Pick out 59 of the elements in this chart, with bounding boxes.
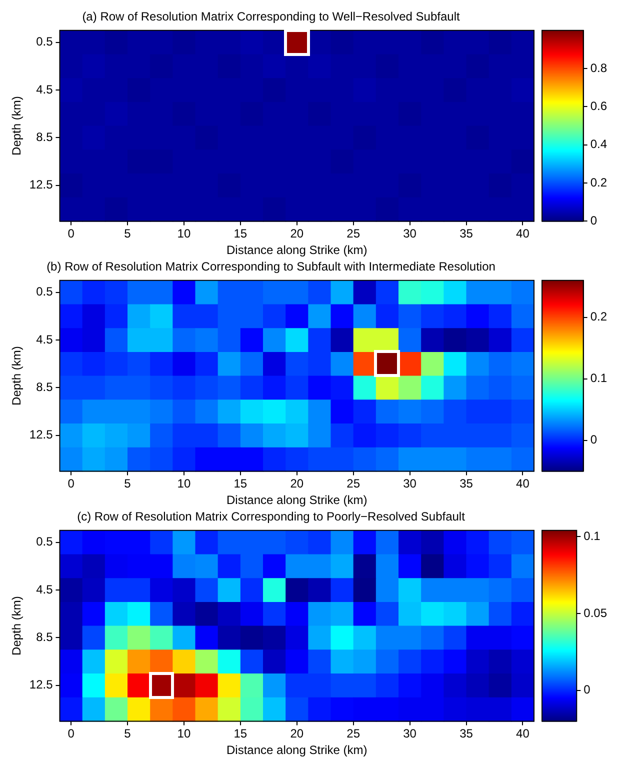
x-tick-label: 25 [346,226,360,241]
y-tick-label: 4.5 [36,332,54,346]
x-axis-title: Distance along Strike (km) [226,493,368,508]
x-tick-label: 10 [177,726,191,741]
x-tick-label: 5 [124,476,132,491]
x-tick-label: 15 [234,476,248,491]
x-tick-label: 0 [68,726,75,741]
y-tick-label: 12.5 [29,428,54,442]
x-tick-label: 25 [346,476,360,491]
x-tick-label: 40 [516,476,530,491]
y-tick-label: 12.5 [29,178,54,192]
x-tick-label: 10 [177,476,191,491]
x-tick-label: 35 [460,726,474,741]
x-tick-label: 40 [516,726,530,741]
x-tick-label: 5 [124,726,132,741]
x-tick-label: 5 [124,226,132,241]
x-tick-label: 0 [68,476,75,491]
x-axis-title: Distance along Strike (km) [226,243,368,258]
y-tick-label: 4.5 [36,582,54,596]
x-tick-label: 10 [177,226,191,241]
color-bar-label: 0.1 [590,371,608,386]
y-axis-title: Depth (km) [10,596,24,656]
y-axis-title: Depth (km) [10,346,24,406]
y-tick-label: 8.5 [36,380,54,394]
x-tick-label: 25 [346,726,360,741]
color-bar-label: 0 [590,214,598,228]
color-bar-label: 0.1 [584,528,601,543]
color-bar-label: 0.8 [590,60,608,75]
y-tick-label: 0.5 [36,534,54,549]
x-tick-label: 20 [290,226,304,241]
color-bar-label: 0.4 [590,137,608,152]
chart-title: (c) Row of Resolution Matrix Corresponding to Poorly−Resolved Subfault [77,510,466,524]
y-tick-label: 4.5 [36,82,54,96]
x-tick-label: 20 [290,726,304,741]
color-bar-label: 0.6 [590,99,608,114]
chart-title: (b) Row of Resolution Matrix Corresponding to Subfault with Intermediate Resolution [46,260,496,274]
chart-title: (a) Row of Resolution Matrix Corresponding to Well−Resolved Subfault [82,10,460,24]
y-tick-label: 12.5 [29,678,54,692]
y-tick-label: 8.5 [36,130,54,144]
color-bar-label: 0.2 [590,310,608,324]
x-tick-label: 15 [234,226,248,241]
x-tick-label: 15 [234,726,248,741]
x-tick-label: 30 [403,726,417,741]
color-bar-label: 0 [584,682,591,697]
x-tick-label: 20 [290,476,304,491]
color-bar-label: 0 [590,432,598,447]
x-axis-title: Distance along Strike (km) [226,743,368,758]
y-tick-label: 0.5 [36,34,54,49]
y-axis-title: Depth (km) [10,96,24,156]
x-tick-label: 35 [460,226,474,241]
x-tick-label: 40 [516,226,530,241]
y-tick-label: 0.5 [36,284,54,299]
x-tick-label: 30 [403,226,417,241]
y-tick-label: 8.5 [36,630,54,644]
color-bar-label: 0.05 [584,606,608,620]
color-bar-label: 0.2 [590,175,608,190]
x-tick-label: 0 [68,226,75,241]
x-tick-label: 30 [403,476,417,491]
x-tick-label: 35 [460,476,474,491]
